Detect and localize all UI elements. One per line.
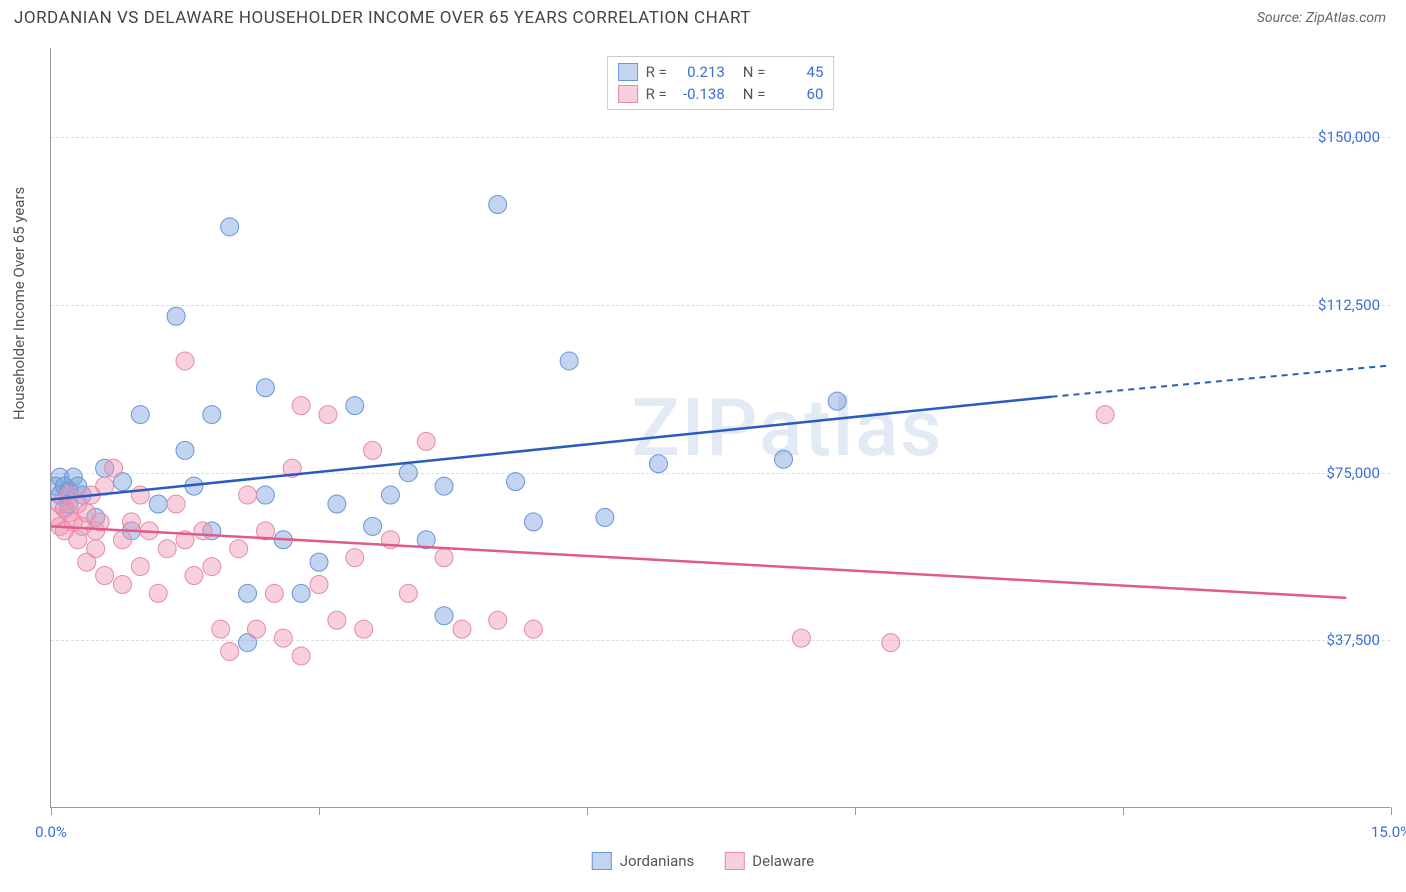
data-point	[203, 406, 221, 424]
legend-n-value: 60	[773, 85, 823, 103]
legend-item: Jordanians	[592, 852, 695, 870]
data-point	[131, 558, 149, 576]
data-point	[328, 495, 346, 513]
data-point	[230, 540, 248, 558]
data-point	[167, 495, 185, 513]
data-point	[346, 397, 364, 415]
data-point	[239, 486, 257, 504]
data-point	[399, 464, 417, 482]
legend-n-label: N =	[743, 85, 766, 103]
legend-series-name: Delaware	[752, 852, 814, 870]
legend-swatch	[724, 852, 744, 870]
data-point	[176, 441, 194, 459]
data-point	[882, 634, 900, 652]
data-point	[203, 558, 221, 576]
data-point	[1096, 406, 1114, 424]
data-point	[256, 486, 274, 504]
data-point	[596, 508, 614, 526]
data-point	[524, 620, 542, 638]
data-point	[167, 307, 185, 325]
data-point	[364, 441, 382, 459]
legend-swatch	[592, 852, 612, 870]
data-point	[149, 584, 167, 602]
data-point	[292, 647, 310, 665]
data-point	[828, 392, 846, 410]
data-point	[87, 540, 105, 558]
data-point	[489, 611, 507, 629]
data-point	[292, 584, 310, 602]
data-point	[524, 513, 542, 531]
data-point	[149, 495, 167, 513]
data-point	[346, 549, 364, 567]
legend-r-value: 0.213	[675, 63, 725, 81]
data-point	[96, 567, 114, 585]
correlation-legend: R = 0.213 N = 45 R = -0.138 N = 60	[607, 56, 835, 110]
data-point	[319, 406, 337, 424]
x-tick	[1391, 807, 1392, 815]
data-point	[265, 584, 283, 602]
legend-row: R = -0.138 N = 60	[618, 83, 824, 105]
data-point	[310, 553, 328, 571]
data-point	[507, 473, 525, 491]
data-point	[328, 611, 346, 629]
data-point	[417, 432, 435, 450]
series-legend: Jordanians Delaware	[592, 852, 814, 870]
data-point	[113, 531, 131, 549]
x-tick	[855, 807, 856, 815]
legend-item: Delaware	[724, 852, 814, 870]
data-point	[292, 397, 310, 415]
data-point	[176, 352, 194, 370]
data-point	[194, 522, 212, 540]
data-point	[212, 620, 230, 638]
x-tick-label: 0.0%	[35, 823, 67, 841]
chart-title: JORDANIAN VS DELAWARE HOUSEHOLDER INCOME…	[14, 8, 751, 28]
legend-r-label: R =	[646, 63, 667, 81]
data-point	[274, 629, 292, 647]
data-point	[256, 379, 274, 397]
data-point	[221, 218, 239, 236]
data-point	[435, 607, 453, 625]
x-tick	[51, 807, 52, 815]
data-point	[775, 450, 793, 468]
scatter-plot-svg	[51, 48, 1391, 808]
data-point	[364, 517, 382, 535]
data-point	[435, 549, 453, 567]
data-point	[355, 620, 373, 638]
data-point	[310, 575, 328, 593]
data-point	[113, 575, 131, 593]
source-label: Source: ZipAtlas.com	[1257, 10, 1386, 26]
x-tick	[587, 807, 588, 815]
legend-n-label: N =	[743, 63, 766, 81]
data-point	[435, 477, 453, 495]
data-point	[399, 584, 417, 602]
data-point	[158, 540, 176, 558]
data-point	[792, 629, 810, 647]
legend-n-value: 45	[773, 63, 823, 81]
data-point	[560, 352, 578, 370]
data-point	[239, 584, 257, 602]
legend-r-label: R =	[646, 85, 667, 103]
legend-swatch	[618, 85, 638, 103]
data-point	[131, 406, 149, 424]
data-point	[453, 620, 471, 638]
data-point	[489, 195, 507, 213]
data-point	[649, 455, 667, 473]
data-point	[247, 620, 265, 638]
data-point	[185, 567, 203, 585]
y-axis-label: Householder Income Over 65 years	[10, 187, 28, 420]
legend-r-value: -0.138	[675, 85, 725, 103]
trend-line-dashed	[1052, 365, 1391, 396]
data-point	[105, 459, 123, 477]
x-tick	[1123, 807, 1124, 815]
x-tick	[319, 807, 320, 815]
trend-line	[51, 397, 1052, 500]
x-tick-label: 15.0%	[1371, 823, 1406, 841]
legend-series-name: Jordanians	[620, 852, 695, 870]
legend-swatch	[618, 63, 638, 81]
legend-row: R = 0.213 N = 45	[618, 61, 824, 83]
data-point	[122, 513, 140, 531]
chart-area: ZIPatlas R =0.213N =45R =-0.138N =60 $37…	[50, 48, 1390, 808]
data-point	[381, 486, 399, 504]
data-point	[221, 643, 239, 661]
